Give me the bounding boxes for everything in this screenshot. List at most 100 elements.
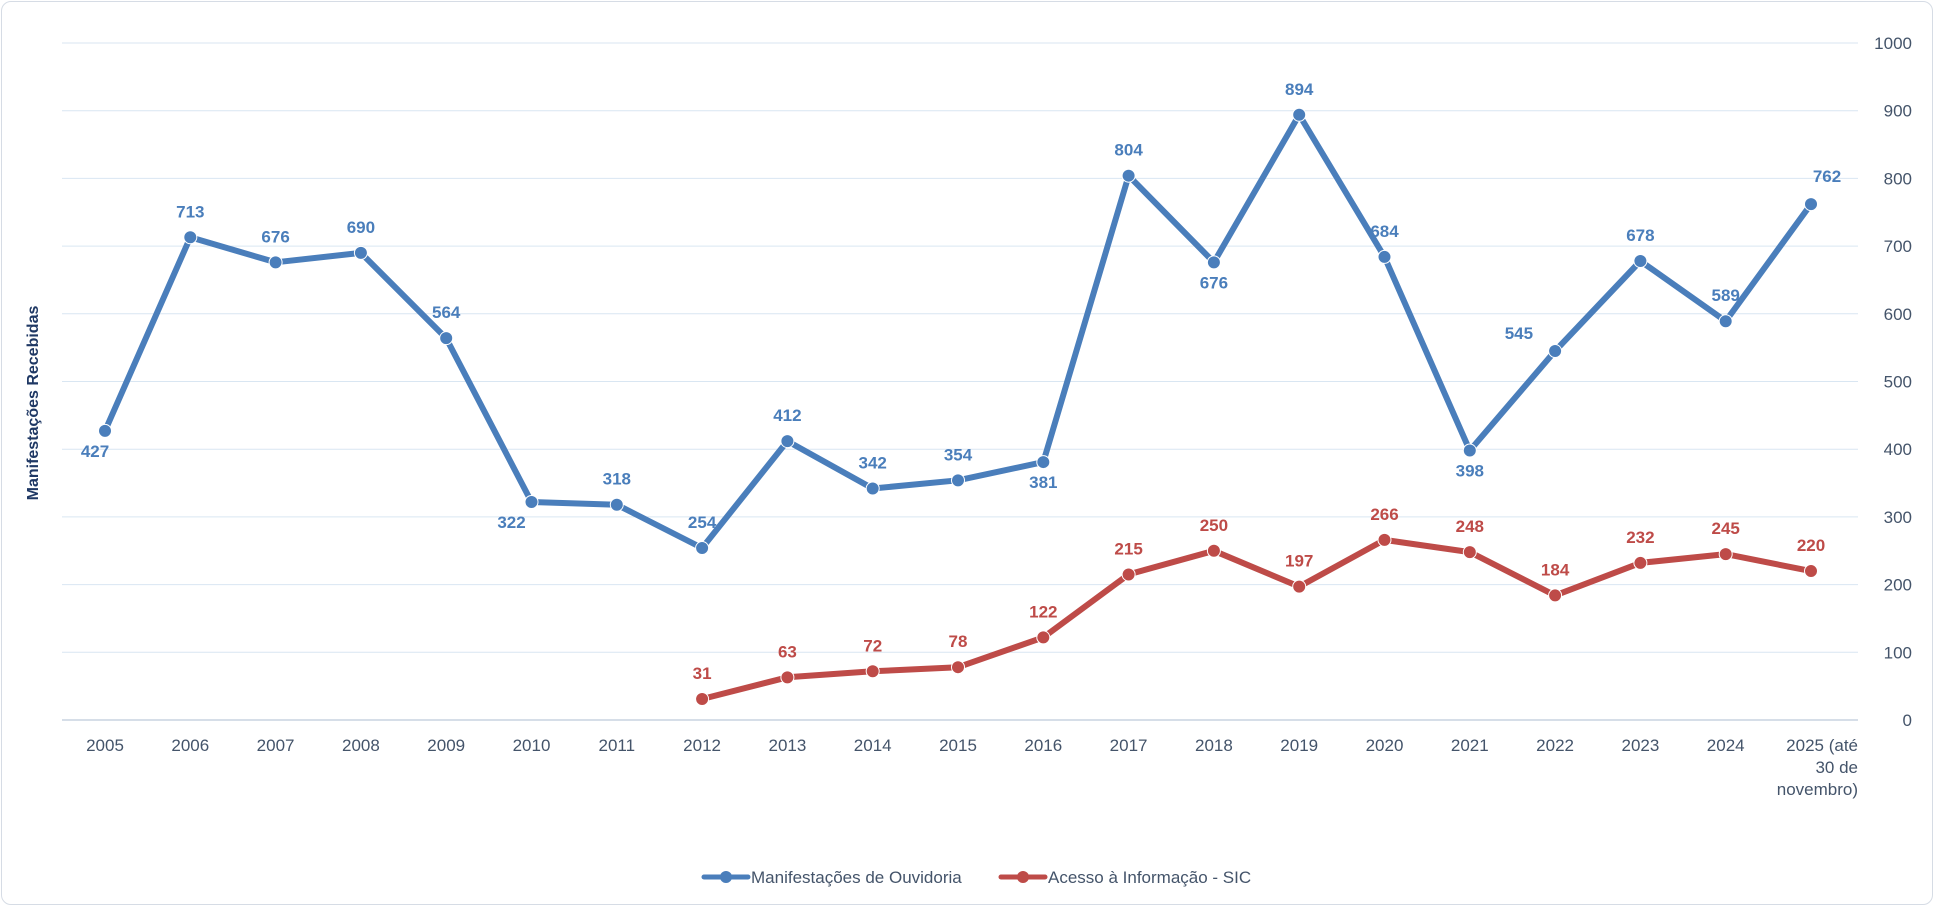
x-tick-label: 2017 — [1110, 736, 1148, 755]
series-point[interactable] — [1633, 555, 1648, 570]
data-label: 72 — [863, 636, 882, 655]
series-point[interactable] — [1718, 547, 1733, 562]
series-point[interactable] — [98, 423, 112, 438]
x-tick-label: 2011 — [599, 736, 636, 755]
series-point[interactable] — [1121, 567, 1136, 582]
data-label: 804 — [1114, 141, 1143, 160]
series-point[interactable] — [1377, 249, 1392, 264]
series-point[interactable] — [1036, 455, 1051, 470]
data-label: 690 — [347, 218, 375, 237]
series-point[interactable] — [1292, 107, 1307, 122]
x-tick-label: 2012 — [683, 736, 721, 755]
series-point[interactable] — [353, 245, 368, 260]
gridlines — [62, 42, 1858, 721]
data-label: 545 — [1505, 324, 1533, 343]
data-label: 342 — [859, 453, 887, 472]
data-label: 398 — [1456, 462, 1484, 481]
series-point[interactable] — [695, 692, 710, 707]
y-tick-label: 500 — [1884, 373, 1912, 392]
x-tick-label: 2019 — [1280, 736, 1318, 755]
x-tick-label: 30 de — [1815, 758, 1858, 777]
series-point[interactable] — [1548, 588, 1563, 603]
series-point[interactable] — [780, 434, 795, 449]
x-tick-label: 2013 — [768, 736, 806, 755]
y-tick-label: 0 — [1903, 711, 1912, 730]
series-point[interactable] — [951, 660, 965, 675]
series-layer — [98, 107, 1818, 707]
data-label: 684 — [1370, 222, 1399, 241]
x-tick-label: 2018 — [1195, 736, 1233, 755]
data-label: 250 — [1200, 516, 1228, 535]
data-label: 894 — [1285, 80, 1314, 99]
x-tick-label: 2009 — [427, 736, 465, 755]
data-label: 564 — [432, 303, 461, 322]
series-point[interactable] — [780, 670, 795, 685]
data-label: 122 — [1029, 602, 1057, 621]
data-label: 713 — [176, 202, 204, 221]
x-tick-label: 2020 — [1366, 736, 1404, 755]
data-label: 381 — [1029, 473, 1057, 492]
data-labels: 427 713 676 690 564 322 318 254 412 342 354 381 804 6… — [81, 80, 1841, 683]
series-point[interactable] — [524, 495, 539, 510]
series-point[interactable] — [1377, 532, 1392, 547]
data-label: 762 — [1813, 167, 1841, 186]
series-point[interactable] — [1804, 197, 1818, 212]
series-line-2 — [699, 536, 1814, 702]
x-tick-label: 2008 — [342, 736, 380, 755]
data-label: 197 — [1285, 552, 1313, 571]
data-label: 318 — [603, 470, 631, 489]
series-point[interactable] — [1292, 579, 1307, 594]
legend-marker[interactable] — [720, 871, 732, 883]
x-tick-label: 2023 — [1621, 736, 1659, 755]
series-point[interactable] — [609, 497, 624, 512]
data-label: 220 — [1797, 536, 1825, 555]
series-point[interactable] — [865, 664, 880, 679]
series-point[interactable] — [1036, 630, 1051, 645]
y-tick-label: 400 — [1884, 440, 1912, 459]
series-point[interactable] — [1718, 314, 1733, 329]
series-point[interactable] — [1121, 168, 1136, 183]
data-label: 31 — [693, 664, 712, 683]
legend[interactable]: Manifestações de Ouvidoria Acesso à Infor… — [701, 868, 1251, 887]
series-point[interactable] — [1206, 543, 1221, 558]
series-point[interactable] — [439, 331, 454, 346]
data-label: 215 — [1114, 539, 1142, 558]
series-point[interactable] — [695, 541, 710, 556]
series-point[interactable] — [1462, 545, 1477, 560]
x-tick-label: 2024 — [1707, 736, 1745, 755]
x-tick-label: 2016 — [1024, 736, 1062, 755]
x-tick-label: 2010 — [513, 736, 551, 755]
data-label: 322 — [497, 513, 525, 532]
y-axis-ticks: 0 100 200 300 400 500 600 700 800 900 1000 — [1874, 34, 1912, 730]
legend-label[interactable]: Manifestações de Ouvidoria — [751, 868, 962, 887]
x-tick-label: 2005 — [86, 736, 124, 755]
x-tick-label: 2007 — [257, 736, 295, 755]
series-point[interactable] — [1804, 564, 1818, 579]
data-label: 589 — [1712, 286, 1740, 305]
data-label: 248 — [1456, 517, 1484, 536]
x-tick-label: 2022 — [1536, 736, 1574, 755]
data-label: 676 — [1200, 273, 1228, 292]
series-point[interactable] — [1548, 344, 1563, 359]
y-tick-label: 600 — [1884, 305, 1912, 324]
data-label: 266 — [1370, 505, 1398, 524]
y-tick-label: 300 — [1884, 508, 1912, 527]
series-point[interactable] — [1633, 253, 1648, 268]
data-label: 78 — [949, 632, 968, 651]
y-tick-label: 200 — [1884, 576, 1912, 595]
legend-label[interactable]: Acesso à Informação - SIC — [1048, 868, 1251, 887]
data-label: 63 — [778, 642, 797, 661]
series-point[interactable] — [865, 481, 880, 496]
data-label: 184 — [1541, 560, 1570, 579]
data-label: 254 — [688, 513, 717, 532]
series-point[interactable] — [1462, 443, 1477, 458]
series-point[interactable] — [951, 473, 965, 488]
x-tick-label: 2015 — [939, 736, 977, 755]
series-point[interactable] — [183, 230, 198, 245]
series-point[interactable] — [268, 255, 283, 270]
series-point[interactable] — [1206, 255, 1221, 270]
y-axis-label: Manifestações Recebidas — [25, 306, 42, 501]
data-label: 412 — [773, 406, 801, 425]
legend-marker[interactable] — [1017, 871, 1029, 883]
